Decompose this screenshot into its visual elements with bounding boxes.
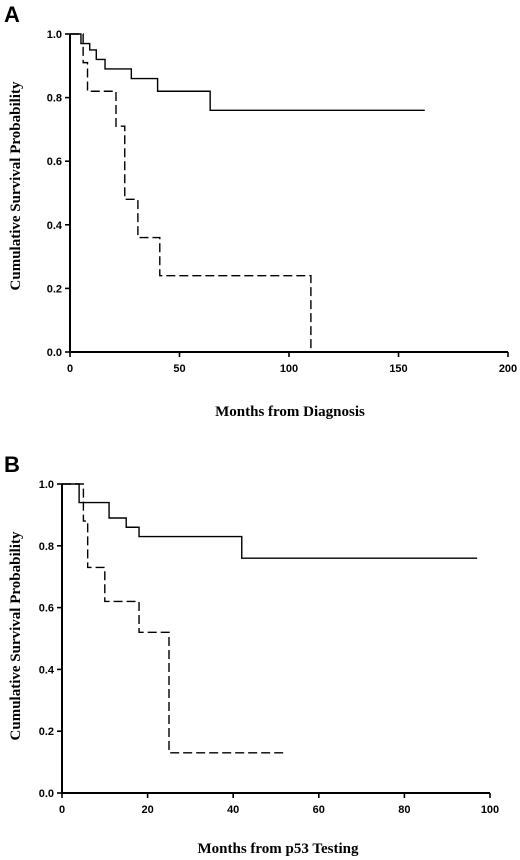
panel-b-x-tick-label-1: 20: [141, 804, 153, 816]
panel-a-y-tick-label-1: 0.2: [47, 283, 62, 295]
panel-b-curves: [62, 483, 478, 754]
panel-a-y-tick-label-5: 1.0: [47, 29, 62, 41]
panel-a-x-axis-title: Months from Diagnosis: [215, 404, 365, 420]
panel-a-y-tick-label-2: 0.4: [47, 220, 63, 232]
panel-b: B Cumulative Survival Probability Months…: [4, 452, 499, 857]
panel-b-y-tick-label-3: 0.6: [39, 603, 54, 615]
panel-a-y-axis-title: Cumulative Survival Probability: [8, 81, 24, 290]
panel-a-ticks: 0.0 0.2 0.4 0.6 0.8 1.0 0 50 100 150 200: [47, 29, 517, 375]
panel-b-y-tick-label-1: 0.2: [39, 726, 54, 738]
panel-b-curve-dashed: [62, 483, 285, 754]
panel-a-curve-dashed: [70, 33, 312, 352]
panel-b-y-tick-label-5: 1.0: [39, 479, 54, 491]
panel-b-y-axis-title: Cumulative Survival Probability: [8, 531, 24, 740]
panel-a-x-tick-label-4: 200: [499, 363, 517, 375]
panel-b-axes: [61, 484, 490, 794]
panel-a-curve-solid: [70, 33, 425, 112]
panel-a-x-tick-label-2: 100: [280, 363, 298, 375]
panel-b-curve-solid: [62, 483, 478, 559]
panel-b-x-axis-title: Months from p53 Testing: [197, 841, 359, 857]
panel-a-axes: [69, 34, 508, 353]
panel-b-x-tick-label-0: 0: [59, 804, 65, 816]
panel-b-x-tick-label-4: 80: [398, 804, 410, 816]
panel-a-x-tick-label-3: 150: [389, 363, 407, 375]
panel-a-x-tick-label-1: 50: [173, 363, 185, 375]
panel-a-x-tick-label-0: 0: [67, 363, 73, 375]
panel-a-y-tick-label-0: 0.0: [47, 347, 62, 359]
panel-a: A Cumulative Survival Probability Months…: [4, 2, 517, 420]
panel-b-x-tick-label-3: 60: [313, 804, 325, 816]
panel-b-x-tick-label-2: 40: [227, 804, 239, 816]
panel-a-curves: [70, 33, 425, 352]
panel-b-y-tick-label-4: 0.8: [39, 541, 54, 553]
panel-b-ticks: 0.0 0.2 0.4 0.6 0.8 1.0 0 20 40 60 80 100: [39, 479, 499, 816]
panel-letter-a: A: [4, 2, 20, 27]
panel-letter-b: B: [4, 452, 20, 477]
panel-b-x-tick-label-5: 100: [481, 804, 499, 816]
panel-a-y-tick-label-4: 0.8: [47, 93, 62, 105]
panel-b-y-tick-label-2: 0.4: [39, 664, 55, 676]
panel-a-y-tick-label-3: 0.6: [47, 156, 62, 168]
panel-b-y-tick-label-0: 0.0: [39, 788, 54, 800]
